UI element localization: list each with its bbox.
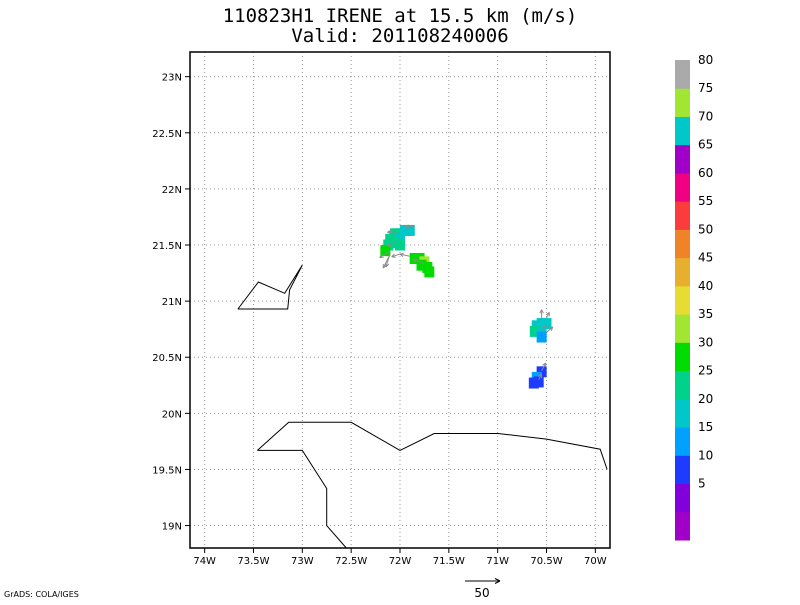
- colorbar-label: 30: [698, 335, 713, 349]
- colorbar-swatch: [675, 286, 690, 315]
- wind-vectors: [380, 225, 553, 380]
- y-tick-label: 19.5N: [152, 465, 182, 476]
- y-tick-label: 21.5N: [152, 241, 182, 252]
- wind-vector: [546, 312, 549, 318]
- y-tick-label: 22N: [162, 185, 182, 196]
- colorbar-swatch: [675, 258, 690, 287]
- colorbar-label: 50: [698, 222, 713, 236]
- wind-speed-cell: [537, 332, 547, 343]
- colorbar-swatch: [675, 512, 690, 541]
- wind-speed-cell: [529, 378, 539, 389]
- wind-vector: [392, 254, 400, 257]
- colorbar-swatch: [675, 371, 690, 400]
- colorbar-label: 15: [698, 420, 713, 434]
- wind-speed-cells: [380, 225, 551, 389]
- map-title-line2: Valid: 201108240006: [291, 25, 508, 47]
- y-axis-ticks: 19N 19.5N 20N 20.5N 21N 21.5N 22N 22.5N 23N: [152, 73, 190, 533]
- coastlines: [238, 265, 607, 548]
- colorbar-label: 60: [698, 166, 713, 180]
- y-tick-label: 19N: [162, 522, 182, 533]
- colorbar-swatch: [675, 229, 690, 258]
- colorbar-label: 25: [698, 364, 713, 378]
- colorbar-swatch: [675, 399, 690, 428]
- colorbar-swatch: [675, 455, 690, 484]
- wind-speed-cell: [395, 240, 405, 251]
- colorbar-swatch: [675, 342, 690, 371]
- gridlines: [190, 52, 610, 548]
- colorbar-label: 35: [698, 307, 713, 321]
- x-tick-label: 73.5W: [237, 556, 269, 567]
- colorbar-swatch: [675, 145, 690, 174]
- footer-credit: GrADS: COLA/IGES: [4, 590, 79, 599]
- colorbar-label: 80: [698, 53, 713, 67]
- colorbar-label: 20: [698, 392, 713, 406]
- colorbar-label: 5: [698, 477, 706, 491]
- colorbar-swatch: [675, 88, 690, 117]
- wind-vector: [540, 310, 543, 318]
- y-tick-label: 21N: [162, 297, 182, 308]
- x-tick-label: 71.5W: [433, 556, 465, 567]
- x-tick-label: 72W: [389, 556, 412, 567]
- y-tick-label: 22.5N: [152, 129, 182, 140]
- colorbar-swatch: [675, 427, 690, 456]
- wind-vector: [400, 253, 410, 256]
- reference-vector: 50: [465, 579, 500, 601]
- x-axis-ticks: 74W 73.5W 73W 72.5W 72W 71.5W 71W 70.5W 70W: [193, 548, 606, 567]
- x-tick-label: 72.5W: [335, 556, 367, 567]
- colorbar: 5 10 15 20 25 30 35 40 45 50 55 60 65 70 75 80: [675, 53, 713, 541]
- y-tick-label: 23N: [162, 73, 182, 84]
- x-tick-label: 70W: [584, 556, 607, 567]
- colorbar-swatch: [675, 173, 690, 202]
- colorbar-swatch: [675, 201, 690, 230]
- colorbar-swatch: [675, 314, 690, 343]
- colorbar-label: 45: [698, 251, 713, 265]
- colorbar-swatch: [675, 116, 690, 145]
- colorbar-swatch: [675, 60, 690, 89]
- map-title-line1: 110823H1 IRENE at 15.5 km (m/s): [223, 5, 578, 27]
- wind-speed-cell: [424, 266, 434, 277]
- x-tick-label: 70.5W: [530, 556, 562, 567]
- colorbar-label: 75: [698, 81, 713, 95]
- coastline: [257, 450, 346, 548]
- y-tick-label: 20.5N: [152, 353, 182, 364]
- colorbar-label: 40: [698, 279, 713, 293]
- y-tick-label: 20N: [162, 409, 182, 420]
- colorbar-label: 10: [698, 448, 713, 462]
- colorbar-label: 55: [698, 194, 713, 208]
- x-tick-label: 71W: [486, 556, 509, 567]
- x-tick-label: 74W: [193, 556, 216, 567]
- coastline: [238, 265, 302, 309]
- colorbar-swatch: [675, 484, 690, 513]
- reference-vector-label: 50: [474, 586, 489, 600]
- colorbar-label: 70: [698, 109, 713, 123]
- x-tick-label: 73W: [291, 556, 314, 567]
- colorbar-label: 65: [698, 138, 713, 152]
